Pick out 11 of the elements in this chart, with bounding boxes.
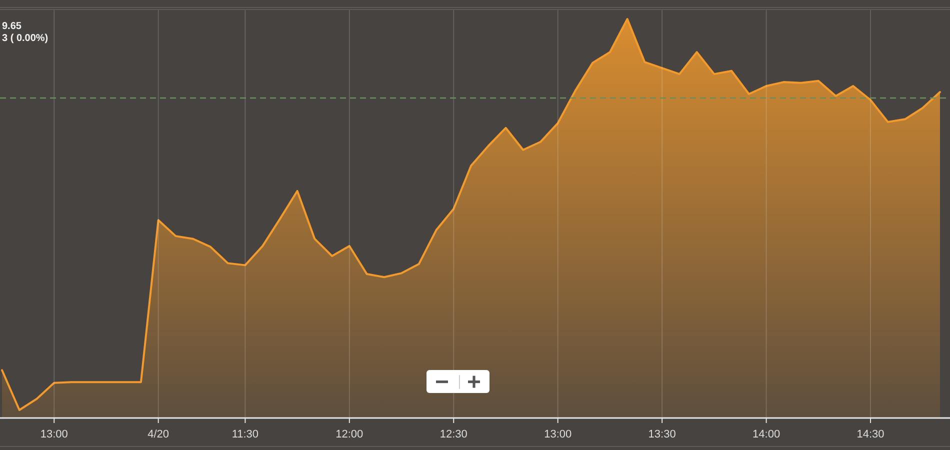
x-tick-label: 12:30	[440, 428, 468, 441]
x-tick-label: 13:00	[40, 428, 68, 441]
x-tick-label: 12:00	[336, 428, 364, 441]
x-tick-label: 11:30	[232, 428, 259, 441]
x-tick-label: 13:30	[648, 428, 676, 441]
annotation: 3 ( 0.00%)	[2, 33, 48, 44]
x-tick-label: 4/20	[148, 428, 170, 441]
x-tick-label: 14:00	[752, 428, 780, 441]
x-tick-label: 14:30	[856, 428, 884, 441]
annotation: 9.65	[2, 21, 22, 32]
x-tick-label: 13:00	[544, 428, 572, 441]
